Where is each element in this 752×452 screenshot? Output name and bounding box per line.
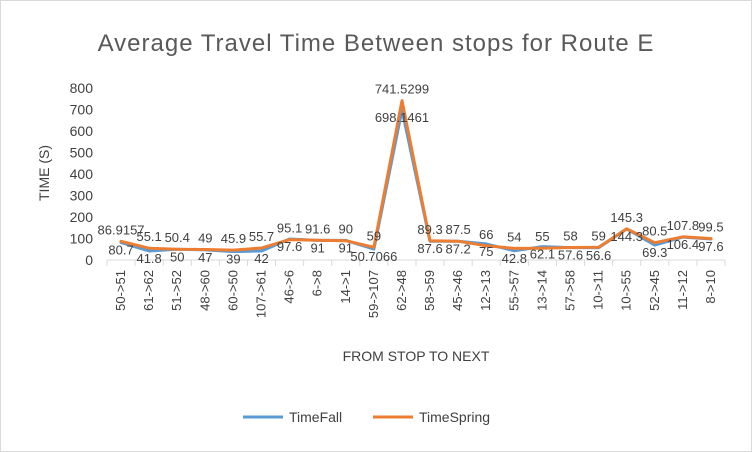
data-label: 698.1461: [375, 110, 429, 125]
x-tick-label: 6->8: [310, 270, 325, 296]
data-label: 80.7: [108, 243, 133, 258]
data-label: 107.8: [667, 218, 700, 233]
data-label: 57.6: [558, 248, 583, 263]
y-tick-label: 200: [70, 209, 94, 225]
x-tick-label: 10->55: [619, 270, 634, 311]
data-label: 58: [563, 229, 577, 244]
data-label: 45.9: [221, 231, 246, 246]
data-label: 145.3: [610, 210, 643, 225]
x-tick-label: 45->46: [450, 270, 465, 311]
x-tick-label: 48->60: [197, 270, 212, 311]
data-label: 66: [479, 227, 493, 242]
y-tick-label: 300: [70, 188, 94, 204]
x-tick-label: 12->13: [478, 270, 493, 311]
data-label: 50: [170, 249, 184, 264]
legend-label: TimeSpring: [419, 409, 490, 425]
y-tick-label: 800: [70, 80, 94, 96]
data-label: 50.4: [165, 230, 190, 245]
data-label: 91: [310, 240, 324, 255]
data-label: 97.6: [698, 239, 723, 254]
x-tick-label: 58->59: [422, 270, 437, 311]
x-tick-label: 50->51: [113, 270, 128, 311]
x-tick-label: 46->6: [282, 270, 297, 304]
x-tick-label: 62->48: [394, 270, 409, 311]
data-label: 59: [367, 228, 381, 243]
data-label: 56.6: [586, 248, 611, 263]
x-tick-label: 14->1: [338, 270, 353, 304]
y-tick-label: 100: [70, 231, 94, 247]
data-label: 90: [339, 222, 353, 237]
data-label: 741.5299: [375, 82, 429, 97]
data-label: 99.5: [698, 220, 723, 235]
y-tick-label: 600: [70, 123, 94, 139]
y-axis-title: TIME (S): [36, 145, 52, 201]
x-tick-label: 8->10: [703, 270, 718, 304]
data-label: 39: [226, 252, 240, 267]
data-label: 80.5: [642, 224, 667, 239]
chart-title: Average Travel Time Between stops for Ro…: [98, 30, 655, 57]
data-label: 47: [198, 250, 212, 265]
x-tick-label: 52->45: [647, 270, 662, 311]
legend-label: TimeFall: [289, 409, 342, 425]
data-label: 54: [507, 229, 521, 244]
data-label: 89.3: [417, 222, 442, 237]
x-tick-label: 60->50: [225, 270, 240, 311]
x-tick-label: 13->14: [534, 270, 549, 311]
x-tick-label: 10->11: [591, 270, 606, 310]
x-tick-label: 55->57: [506, 270, 521, 311]
data-label: 62.1: [530, 247, 555, 262]
y-tick-label: 400: [70, 166, 94, 182]
data-label: 86.9157: [98, 222, 145, 237]
series-line-TimeSpring: [119, 99, 713, 252]
data-label: 87.2: [445, 241, 470, 256]
data-label: 55.1: [136, 229, 161, 244]
data-label: 55: [535, 229, 549, 244]
data-label: 91: [339, 240, 353, 255]
y-tick-label: 500: [70, 145, 94, 161]
data-label: 42.8: [502, 251, 527, 266]
data-label: 49: [198, 230, 212, 245]
data-label: 87.5: [445, 222, 470, 237]
legend: TimeFall TimeSpring: [243, 409, 490, 425]
data-label: 95.1: [277, 221, 302, 236]
x-tick-label: 51->52: [169, 270, 184, 311]
data-label: 91.6: [305, 221, 330, 236]
x-tick-label: 107->61: [254, 270, 269, 318]
data-label: 69.3: [642, 245, 667, 260]
data-label: 75: [479, 244, 493, 259]
x-axis-title: FROM STOP TO NEXT: [343, 348, 490, 364]
x-tick-label: 11->12: [675, 270, 690, 310]
plot-area: 0 100 200 300 400 500 600 700 800 50->51 61->62 51-…: [70, 80, 726, 318]
data-label: 41.8: [136, 251, 161, 266]
data-label: 106.4: [667, 237, 700, 252]
data-label: 144.3: [610, 229, 643, 244]
y-tick-label: 700: [70, 102, 94, 118]
y-tick-label: 0: [85, 252, 93, 268]
data-label: 59: [591, 228, 605, 243]
data-label: 55.7: [249, 229, 274, 244]
data-label: 50.7066: [350, 249, 397, 264]
x-tick-label: 61->62: [141, 270, 156, 311]
data-label: 42: [254, 251, 268, 266]
x-tick-label: 57->58: [563, 270, 578, 311]
x-tick-label: 59->107: [366, 270, 381, 318]
data-label: 97.6: [277, 239, 302, 254]
data-label: 87.6: [417, 241, 442, 256]
